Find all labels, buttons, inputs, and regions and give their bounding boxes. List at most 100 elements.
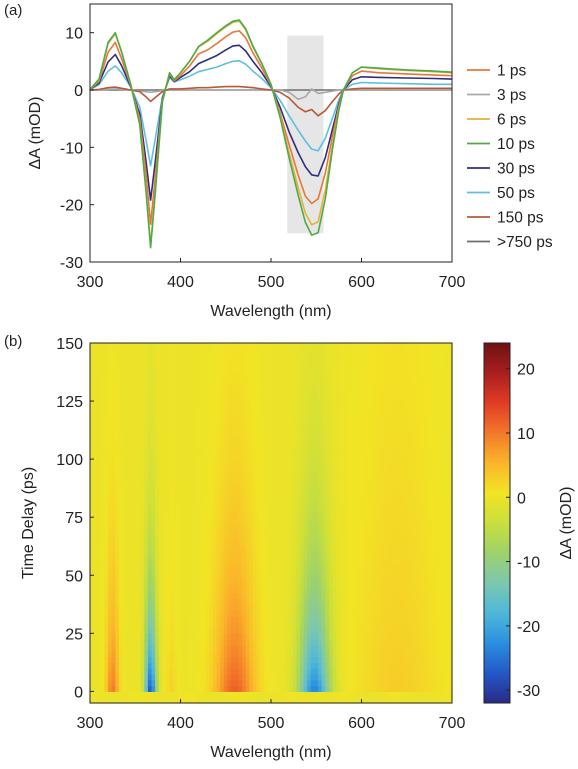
heatmap-cell [90, 598, 95, 605]
heatmap-cell [169, 366, 174, 373]
heatmap-cell [281, 493, 287, 501]
heatmap-cell [267, 418, 272, 425]
heatmap-cell [115, 569, 120, 576]
heatmap-cell [245, 372, 250, 379]
heatmap-cell [151, 528, 156, 536]
heatmap-cell [111, 604, 116, 611]
heatmap-cell [328, 383, 334, 391]
heatmap-cell [310, 569, 316, 576]
heatmap-cell [375, 656, 381, 663]
heatmap-cell [184, 517, 189, 524]
heatmap-cell [292, 372, 297, 379]
heatmap-cell [187, 435, 192, 443]
heatmap-cell [289, 418, 294, 425]
heatmap-cell [263, 691, 268, 698]
heatmap-cell [184, 604, 189, 611]
heatmap-cell [361, 639, 366, 646]
heatmap-cell [299, 505, 305, 512]
heatmap-cell [133, 697, 138, 704]
heatmap-cell [115, 586, 120, 594]
heatmap-cell [242, 377, 247, 385]
heatmap-cell [97, 569, 102, 576]
heatmap-cell [122, 691, 127, 698]
heatmap-cell [111, 691, 116, 698]
heatmap-cell [111, 418, 116, 425]
heatmap-cell [90, 644, 95, 652]
heatmap-cell [354, 523, 359, 530]
heatmap-cell [354, 343, 359, 350]
heatmap-cell [292, 557, 297, 565]
heatmap-cell [209, 505, 214, 512]
heatmap-cell [271, 354, 276, 362]
heatmap-cell [274, 575, 279, 582]
heatmap-cell [252, 482, 258, 489]
heatmap-cell [144, 581, 149, 588]
heatmap-cell [194, 627, 200, 634]
heatmap-cell [151, 482, 156, 489]
heatmap-cell [220, 517, 225, 524]
heatmap-cell [281, 534, 287, 542]
heatmap-cell [104, 644, 109, 652]
heatmap-cell [249, 377, 254, 385]
heatmap-cell [256, 453, 261, 460]
heatmap-cell [108, 575, 113, 582]
heatmap-cell [169, 546, 174, 553]
heatmap-cell [238, 476, 243, 483]
heatmap-cell [285, 679, 290, 687]
heatmap-cell [354, 499, 359, 507]
heatmap-cell [281, 644, 287, 652]
heatmap-cell [339, 453, 344, 460]
heatmap-cell [354, 633, 359, 640]
heatmap-cell [267, 383, 272, 391]
heatmap-cell [343, 453, 348, 460]
heatmap-cell [361, 673, 366, 681]
heatmap-cell [223, 697, 229, 704]
heatmap-cell [303, 493, 308, 501]
heatmap-cell [140, 546, 145, 553]
heatmap-cell [332, 377, 337, 385]
heatmap-cell [90, 552, 95, 559]
heatmap-cell [314, 697, 319, 704]
heatmap-cell [158, 534, 163, 542]
heatmap-cell [209, 604, 214, 611]
heatmap-cell [260, 615, 265, 623]
heatmap-cell [263, 343, 268, 350]
heatmap-cell [104, 447, 109, 454]
heatmap-cell [173, 470, 178, 478]
heatmap-cell [238, 424, 243, 431]
heatmap-cell [267, 656, 272, 663]
heatmap-cell [118, 633, 124, 640]
heatmap-cell [140, 662, 145, 669]
heatmap-cell [104, 511, 109, 518]
heatmap-cell [169, 534, 174, 542]
heatmap-cell [231, 459, 236, 466]
heatmap-cell [292, 581, 297, 588]
heatmap-cell [158, 557, 163, 565]
heatmap-cell [155, 372, 160, 379]
heatmap-cell [234, 372, 240, 379]
heatmap-cell [144, 482, 149, 489]
heatmap-cell [328, 621, 334, 629]
heatmap-cell [173, 598, 178, 605]
heatmap-cell [368, 691, 373, 698]
heatmap-cell [93, 459, 98, 466]
heatmap-cell [292, 459, 297, 466]
heatmap-cell [184, 673, 189, 681]
heatmap-cell [191, 697, 196, 704]
heatmap-cell [155, 377, 160, 385]
heatmap-cell [227, 673, 232, 681]
heatmap-cell [122, 470, 127, 478]
legend-label: 150 ps [497, 210, 544, 227]
heatmap-cell [126, 424, 131, 431]
heatmap-cell [350, 499, 355, 507]
heatmap-cell [209, 430, 214, 437]
heatmap-cell [158, 348, 163, 356]
heatmap-cell [111, 406, 116, 414]
heatmap-cell [198, 615, 203, 623]
heatmap-cell [321, 540, 326, 547]
heatmap-cell [299, 679, 305, 687]
heatmap-cell [108, 569, 113, 576]
heatmap-cell [238, 569, 243, 576]
heatmap-cell [325, 418, 330, 425]
heatmap-cell [296, 656, 301, 663]
